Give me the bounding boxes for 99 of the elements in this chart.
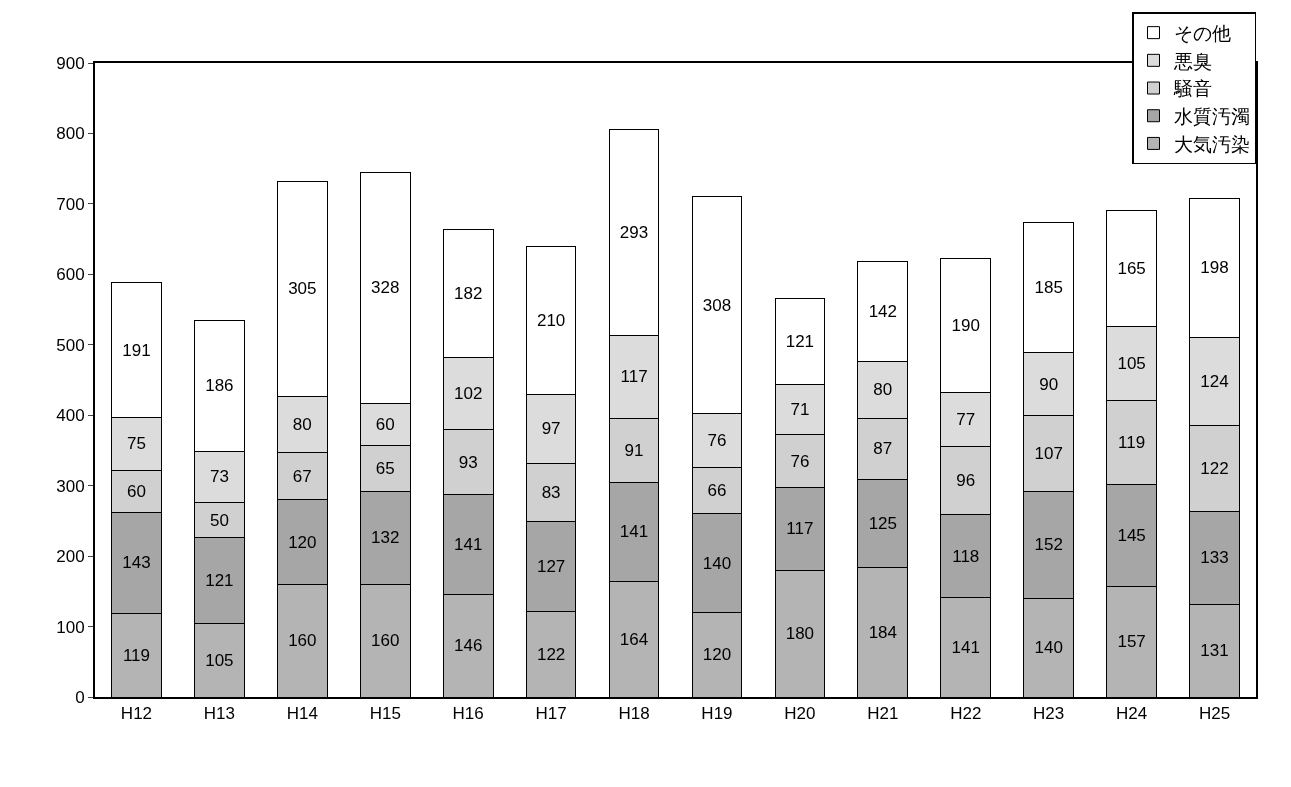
- data-label: 132: [371, 528, 400, 548]
- data-label: 198: [1200, 258, 1229, 278]
- data-label: 121: [785, 332, 815, 352]
- data-label: 107: [1034, 444, 1063, 464]
- data-label: 105: [1117, 353, 1146, 373]
- data-label: 140: [702, 553, 732, 573]
- data-label: 131: [1200, 641, 1229, 661]
- data-label: 186: [205, 376, 234, 396]
- data-label: 121: [205, 570, 234, 590]
- data-label: 90: [1039, 374, 1059, 394]
- data-label: 105: [205, 650, 234, 670]
- y-tick-label: 500: [56, 335, 85, 355]
- y-tick-label: 200: [56, 547, 85, 567]
- data-label: 165: [1117, 258, 1146, 278]
- y-tick-label: 700: [56, 194, 85, 214]
- legend-label: 騒音: [1172, 78, 1212, 100]
- x-tick-label: H24: [1116, 704, 1148, 724]
- data-label: 120: [288, 532, 317, 552]
- data-label: 117: [786, 519, 814, 539]
- data-label: 80: [292, 414, 312, 434]
- data-label: 164: [619, 629, 649, 649]
- data-label: 184: [868, 622, 898, 642]
- legend-label: 悪臭: [1172, 50, 1212, 72]
- data-label: 97: [541, 419, 561, 439]
- x-tick-label: H22: [950, 704, 982, 724]
- data-label: 118: [952, 546, 980, 566]
- data-label: 143: [122, 553, 151, 573]
- data-label: 141: [453, 534, 483, 554]
- data-label: 73: [209, 467, 229, 487]
- data-label: 96: [956, 471, 976, 491]
- y-tick-label: 900: [56, 53, 85, 73]
- data-label: 77: [956, 410, 976, 430]
- data-label: 145: [1117, 525, 1146, 545]
- data-label: 305: [288, 279, 317, 299]
- y-tick-label: 0: [75, 687, 85, 707]
- y-tick-label: 600: [56, 265, 85, 285]
- data-label: 83: [541, 482, 561, 502]
- legend-label: 水質汚濁: [1173, 106, 1250, 128]
- data-label: 140: [1034, 638, 1063, 658]
- data-label: 190: [951, 316, 980, 336]
- x-tick-label: H12: [120, 704, 153, 724]
- data-label: 152: [1034, 535, 1063, 555]
- data-label: 76: [707, 431, 727, 451]
- data-label: 127: [536, 556, 566, 576]
- data-label: 124: [1200, 371, 1229, 391]
- data-label: 133: [1200, 548, 1229, 568]
- data-label: 210: [536, 311, 566, 331]
- data-label: 60: [375, 414, 395, 434]
- y-tick-label: 100: [56, 617, 85, 637]
- data-label: 75: [127, 434, 146, 454]
- x-tick-label: H21: [867, 704, 899, 724]
- y-tick-label: 400: [56, 406, 85, 426]
- data-label: 102: [453, 383, 483, 403]
- data-label: 160: [371, 631, 400, 651]
- data-label: 50: [209, 510, 229, 530]
- x-tick-label: H19: [701, 704, 733, 724]
- data-label: 122: [536, 644, 566, 664]
- legend-label: 大気汚染: [1173, 133, 1250, 155]
- data-label: 93: [458, 452, 478, 472]
- y-tick-label: 800: [56, 124, 85, 144]
- data-label: 66: [707, 481, 727, 501]
- data-label: 146: [453, 636, 483, 656]
- x-tick-label: H25: [1198, 704, 1231, 724]
- x-tick-label: H20: [784, 704, 816, 724]
- legend-label: その他: [1173, 23, 1231, 45]
- data-label: 125: [868, 513, 898, 533]
- data-label: 119: [1118, 432, 1146, 452]
- data-label: 328: [371, 278, 400, 298]
- data-label: 87: [873, 439, 893, 459]
- data-label: 122: [1200, 458, 1229, 478]
- x-tick-label: H17: [535, 704, 567, 724]
- data-label: 308: [702, 295, 732, 315]
- data-label: 142: [868, 302, 898, 322]
- data-label: 60: [127, 481, 146, 501]
- data-label: 180: [785, 624, 815, 644]
- data-label: 141: [951, 637, 980, 657]
- data-label: 80: [873, 380, 893, 400]
- data-label: 117: [620, 367, 648, 387]
- data-label: 119: [122, 645, 151, 665]
- data-label: 182: [453, 283, 483, 303]
- x-tick-label: H14: [286, 704, 318, 724]
- data-label: 65: [375, 458, 395, 478]
- data-label: 157: [1117, 632, 1146, 652]
- data-label: 71: [790, 399, 810, 419]
- data-label: 91: [624, 440, 644, 460]
- data-label: 160: [288, 631, 317, 651]
- data-label: 185: [1034, 277, 1063, 297]
- y-tick-label: 300: [56, 476, 85, 496]
- x-tick-label: H23: [1033, 704, 1065, 724]
- x-tick-label: H13: [203, 704, 235, 724]
- data-label: 141: [619, 522, 649, 542]
- x-tick-label: H18: [618, 704, 650, 724]
- x-tick-label: H15: [369, 704, 401, 724]
- x-tick-label: H16: [452, 704, 484, 724]
- data-label: 120: [702, 645, 732, 665]
- data-label: 67: [292, 466, 312, 486]
- data-label: 293: [619, 222, 649, 242]
- data-label: 191: [122, 340, 151, 360]
- data-label: 76: [790, 451, 810, 471]
